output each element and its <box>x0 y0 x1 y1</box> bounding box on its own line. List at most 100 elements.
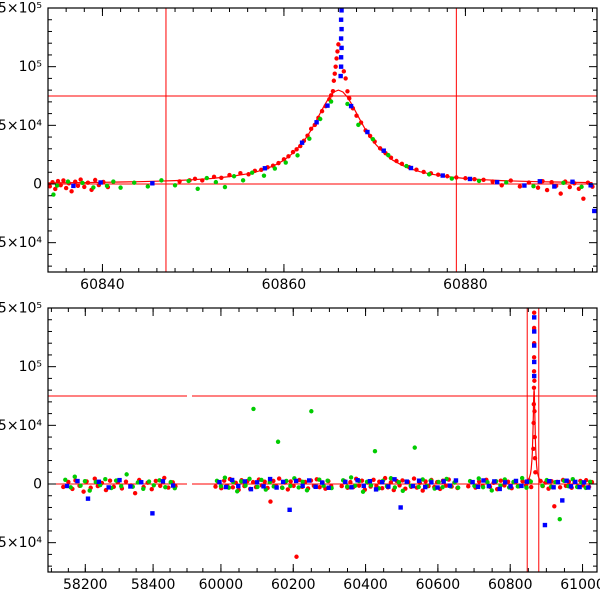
blue-series-point <box>280 479 286 485</box>
red-series-point <box>61 178 66 183</box>
blue-series-point <box>355 478 360 483</box>
bottom-blue-series <box>64 315 591 528</box>
green-series-point <box>63 477 68 482</box>
red-series-point <box>508 178 513 183</box>
red-series-point <box>481 177 486 182</box>
red-series-point <box>328 93 334 98</box>
blue-series-point <box>470 479 475 485</box>
green-series-point <box>325 478 330 483</box>
green-series-point <box>168 479 173 485</box>
red-series-point <box>339 483 344 489</box>
red-series-point <box>81 489 86 494</box>
red-series-point <box>388 480 394 485</box>
blue-series-point <box>293 478 299 484</box>
red-series-point <box>377 146 383 151</box>
red-series-point <box>123 479 129 484</box>
panel-bottom-frame <box>47 307 598 573</box>
red-series-point <box>380 486 385 491</box>
green-series-point <box>476 178 482 184</box>
green-series-point <box>145 184 151 189</box>
green-series-point <box>587 479 593 484</box>
red-series-point <box>158 483 163 489</box>
blue-series-point <box>570 179 575 184</box>
green-series-point <box>243 483 248 488</box>
blue-series-point <box>577 484 582 490</box>
red-series-point <box>549 180 554 185</box>
green-series-point <box>426 172 432 177</box>
red-series-point <box>213 484 218 489</box>
panel-bottom-ticks <box>48 307 597 572</box>
red-series-point <box>246 172 251 177</box>
green-series-point <box>304 488 310 493</box>
green-series-point <box>396 480 402 485</box>
y-tick-label: -5×10⁴ <box>0 235 42 251</box>
blue-series-point <box>348 103 354 109</box>
green-series-point <box>524 485 529 490</box>
green-series-point <box>344 484 350 489</box>
blue-series-point <box>338 17 344 22</box>
blue-series-point <box>408 165 414 171</box>
red-series-point <box>343 76 348 81</box>
blue-series-point <box>343 479 348 485</box>
red-series-point <box>552 504 557 509</box>
red-series-point <box>298 143 303 149</box>
green-series-point <box>104 183 110 189</box>
red-series-point <box>92 177 98 183</box>
blue-series-point <box>262 166 268 171</box>
blue-series-point <box>325 103 330 108</box>
green-series-point <box>259 477 264 483</box>
red-series-point <box>63 185 69 191</box>
green-series-point <box>480 484 486 490</box>
red-series-point <box>162 475 167 481</box>
red-series-point <box>53 186 58 192</box>
green-series-point <box>476 476 481 481</box>
green-series-point <box>240 178 246 183</box>
green-series-point <box>472 483 477 489</box>
green-series-point <box>400 488 406 494</box>
red-series-point <box>290 149 296 155</box>
green-series-point <box>111 179 116 184</box>
blue-series-point <box>513 478 519 484</box>
x-tick-label: 58200 <box>63 577 108 593</box>
blue-series-point <box>547 478 552 484</box>
red-series-point <box>490 179 495 184</box>
blue-series-point <box>537 179 543 184</box>
green-series-point <box>65 179 71 184</box>
blue-series-point <box>497 486 502 492</box>
red-series-point <box>85 180 91 185</box>
blue-series-point <box>96 479 102 484</box>
red-series-point <box>567 184 572 190</box>
red-series-point <box>531 325 537 331</box>
red-series-point <box>335 49 340 54</box>
red-series-point <box>192 176 198 182</box>
blue-series-point <box>467 176 473 182</box>
blue-series-point <box>64 483 70 489</box>
red-series-point <box>371 477 376 482</box>
green-series-point <box>485 480 490 485</box>
green-series-point <box>307 136 312 141</box>
blue-series-point <box>532 359 537 365</box>
blue-series-point <box>568 484 574 489</box>
green-series-point <box>328 99 334 104</box>
blue-series-point <box>435 485 440 490</box>
red-series-point <box>341 69 347 74</box>
red-series-point <box>308 126 314 132</box>
red-series-point <box>132 490 138 496</box>
red-series-point <box>533 470 538 475</box>
green-series-point <box>420 477 425 482</box>
red-series-point <box>535 185 541 190</box>
blue-series-point <box>361 483 366 489</box>
green-series-point <box>352 483 358 488</box>
red-series-point <box>211 174 217 180</box>
blue-series-point <box>552 184 557 189</box>
blue-series-point <box>494 179 500 185</box>
blue-series-point <box>404 479 409 484</box>
green-series-point <box>72 474 77 479</box>
blue-series-point <box>532 329 537 334</box>
green-series-point <box>515 484 521 489</box>
blue-series-point <box>447 483 453 488</box>
blue-series-point <box>398 505 403 510</box>
green-series-point <box>118 185 123 190</box>
blue-series-point <box>373 487 379 492</box>
